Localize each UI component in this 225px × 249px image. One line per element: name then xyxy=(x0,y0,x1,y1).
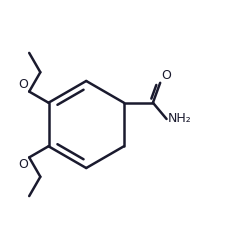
Text: O: O xyxy=(18,78,28,91)
Text: O: O xyxy=(18,158,28,171)
Text: NH₂: NH₂ xyxy=(167,113,191,125)
Text: O: O xyxy=(161,69,170,82)
